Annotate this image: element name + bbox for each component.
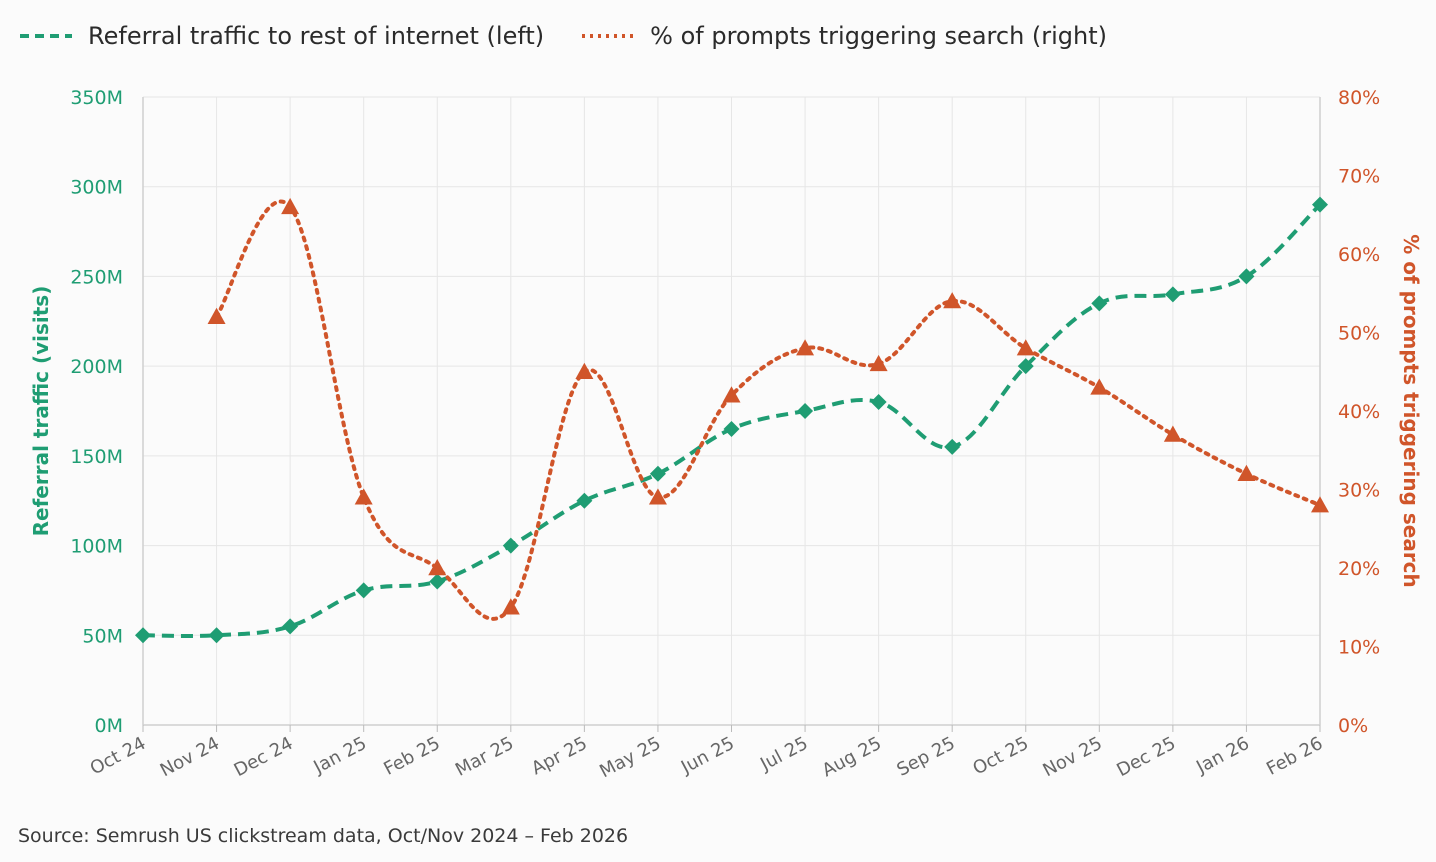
marker-triangle-prompts [869,354,888,372]
marker-diamond-referral [1238,268,1255,285]
marker-triangle-prompts [722,386,741,403]
legend-dotted-line-icon [582,34,635,38]
y-tick-label-right: 0% [1338,715,1368,737]
marker-triangle-prompts [1163,425,1182,442]
x-tick-label: Dec 25 [1113,733,1179,781]
marker-diamond-referral [797,403,814,419]
series-line-referral [142,203,1322,639]
y-tick-label-left: 250M [70,266,123,288]
y-tick-label-right: 70% [1338,166,1380,188]
y-tick-label-left: 300M [70,177,123,199]
y-tick-label-right: 10% [1338,637,1380,659]
marker-triangle-prompts [501,598,520,615]
marker-triangle-prompts [648,488,667,505]
legend-item-referral: Referral traffic to rest of internet (le… [18,22,544,50]
x-tick-label: Sep 25 [893,733,958,781]
y-tick-label-right: 60% [1338,244,1380,266]
x-tick-label: Feb 26 [1263,733,1326,780]
marker-diamond-referral [502,537,519,554]
legend-label-referral: Referral traffic to rest of internet (le… [88,22,545,50]
x-tick-label: Jun 25 [677,733,738,779]
x-tick-label: Mar 25 [452,733,517,781]
source-note: Source: Semrush US clickstream data, Oct… [18,825,629,847]
y-tick-label-left: 350M [70,87,123,109]
marker-triangle-prompts [428,559,447,576]
marker-diamond-referral [870,394,887,411]
marker-diamond-referral [576,492,593,509]
marker-triangle-prompts [943,292,962,309]
y-axis-title-left: Referral traffic (visits) [29,286,53,537]
marker-diamond-referral [1312,196,1328,213]
marker-triangle-prompts [796,339,815,356]
marker-diamond-referral [649,465,666,482]
x-tick-label: Nov 24 [157,733,223,781]
x-tick-label: Aug 25 [819,733,885,781]
marker-triangle-prompts [354,488,373,505]
markers [135,196,1329,644]
y-tick-label-right: 30% [1338,480,1380,502]
marker-diamond-referral [429,573,446,590]
marker-diamond-referral [282,618,299,635]
marker-diamond-referral [1017,358,1034,375]
marker-triangle-prompts [1090,378,1109,395]
legend-label-prompts: % of prompts triggering search (right) [650,22,1108,50]
marker-diamond-referral [723,420,740,437]
marker-triangle-prompts [1311,496,1329,513]
marker-triangle-prompts [207,307,226,324]
y-tick-label-right: 80% [1338,87,1380,109]
marker-diamond-referral [355,582,372,599]
x-tick-label: Jan 25 [310,733,371,778]
y-tick-label-left: 100M [70,536,123,558]
x-tick-label: Oct 25 [969,733,1032,780]
marker-diamond-referral [1164,286,1181,303]
marker-diamond-referral [135,627,151,644]
series-line-prompts [214,199,1322,621]
x-tick-label: Jul 25 [756,733,811,776]
marker-diamond-referral [208,627,225,644]
y-tick-label-right: 40% [1338,401,1380,423]
legend-item-prompts: % of prompts triggering search (right) [580,22,1107,50]
y-axis-title-right: % of prompts triggering search [1399,234,1423,588]
y-tick-label-left: 50M [82,625,123,647]
y-tick-label-left: 200M [70,356,123,378]
x-tick-label: Feb 25 [380,733,443,780]
marker-triangle-prompts [1237,464,1256,481]
marker-diamond-referral [1091,295,1108,312]
x-tick-label: Apr 25 [528,733,591,780]
x-tick-label: Nov 25 [1039,733,1105,781]
y-tick-label-right: 50% [1338,323,1380,345]
x-tick-label: Oct 24 [87,733,150,780]
legend-dashed-line-icon [20,34,72,38]
marker-diamond-referral [944,438,961,455]
grid [142,96,1321,726]
marker-triangle-prompts [281,197,300,215]
marker-triangle-prompts [1016,339,1035,356]
legend: Referral traffic to rest of internet (le… [18,22,1143,50]
y-tick-label-left: 0M [95,715,123,737]
marker-triangle-prompts [575,362,594,379]
y-tick-label-left: 150M [70,446,123,468]
x-tick-label: Dec 24 [231,733,297,781]
x-tick-label: May 25 [596,733,664,782]
axes: 0M 50M 100M 150M 200M 250M 300M 350M 0% 10% 20% 30%… [70,87,1380,782]
y-tick-label-right: 20% [1338,558,1380,580]
x-tick-label: Jan 26 [1192,733,1253,778]
